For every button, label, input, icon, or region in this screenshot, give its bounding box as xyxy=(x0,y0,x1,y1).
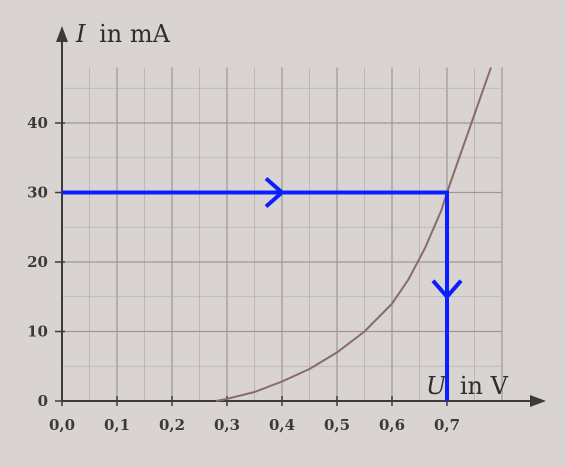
y-tick-label: 10 xyxy=(27,323,48,341)
y-tick-label: 30 xyxy=(27,184,48,202)
x-axis-symbol: U xyxy=(426,372,447,400)
x-tick-label: 0,6 xyxy=(379,416,405,434)
y-axis-title: I in mA xyxy=(75,20,171,48)
x-tick-label: 0,0 xyxy=(49,416,75,434)
ticks: 0,0 0,1 0,2 0,3 0,4 0,5 0,6 0,7 0 10 20 30 40 xyxy=(27,114,460,434)
annotation-arrow-down xyxy=(431,279,463,300)
x-tick-label: 0,1 xyxy=(104,416,130,434)
annotation-arrow-right xyxy=(264,176,286,209)
y-axis-arrow xyxy=(56,26,68,42)
axes xyxy=(56,26,546,407)
annotation-path xyxy=(62,190,449,401)
y-axis-symbol: I xyxy=(75,20,86,48)
y-tick-label: 40 xyxy=(27,114,48,132)
x-tick-label: 0,4 xyxy=(269,416,295,434)
x-axis-arrow xyxy=(530,395,546,407)
y-tick-label: 20 xyxy=(27,253,48,271)
x-tick-label: 0,7 xyxy=(434,416,460,434)
x-axis-unit: in V xyxy=(460,372,509,400)
grid xyxy=(61,67,503,402)
x-tick-label: 0,2 xyxy=(159,416,185,434)
x-tick-label: 0,3 xyxy=(214,416,240,434)
x-axis-title: U in V xyxy=(426,372,509,400)
series xyxy=(215,67,492,402)
y-axis-unit: in mA xyxy=(99,20,171,48)
annotation xyxy=(62,176,463,401)
x-tick-label: 0,5 xyxy=(324,416,350,434)
series-line xyxy=(215,67,492,402)
y-tick-label: 0 xyxy=(38,392,48,410)
